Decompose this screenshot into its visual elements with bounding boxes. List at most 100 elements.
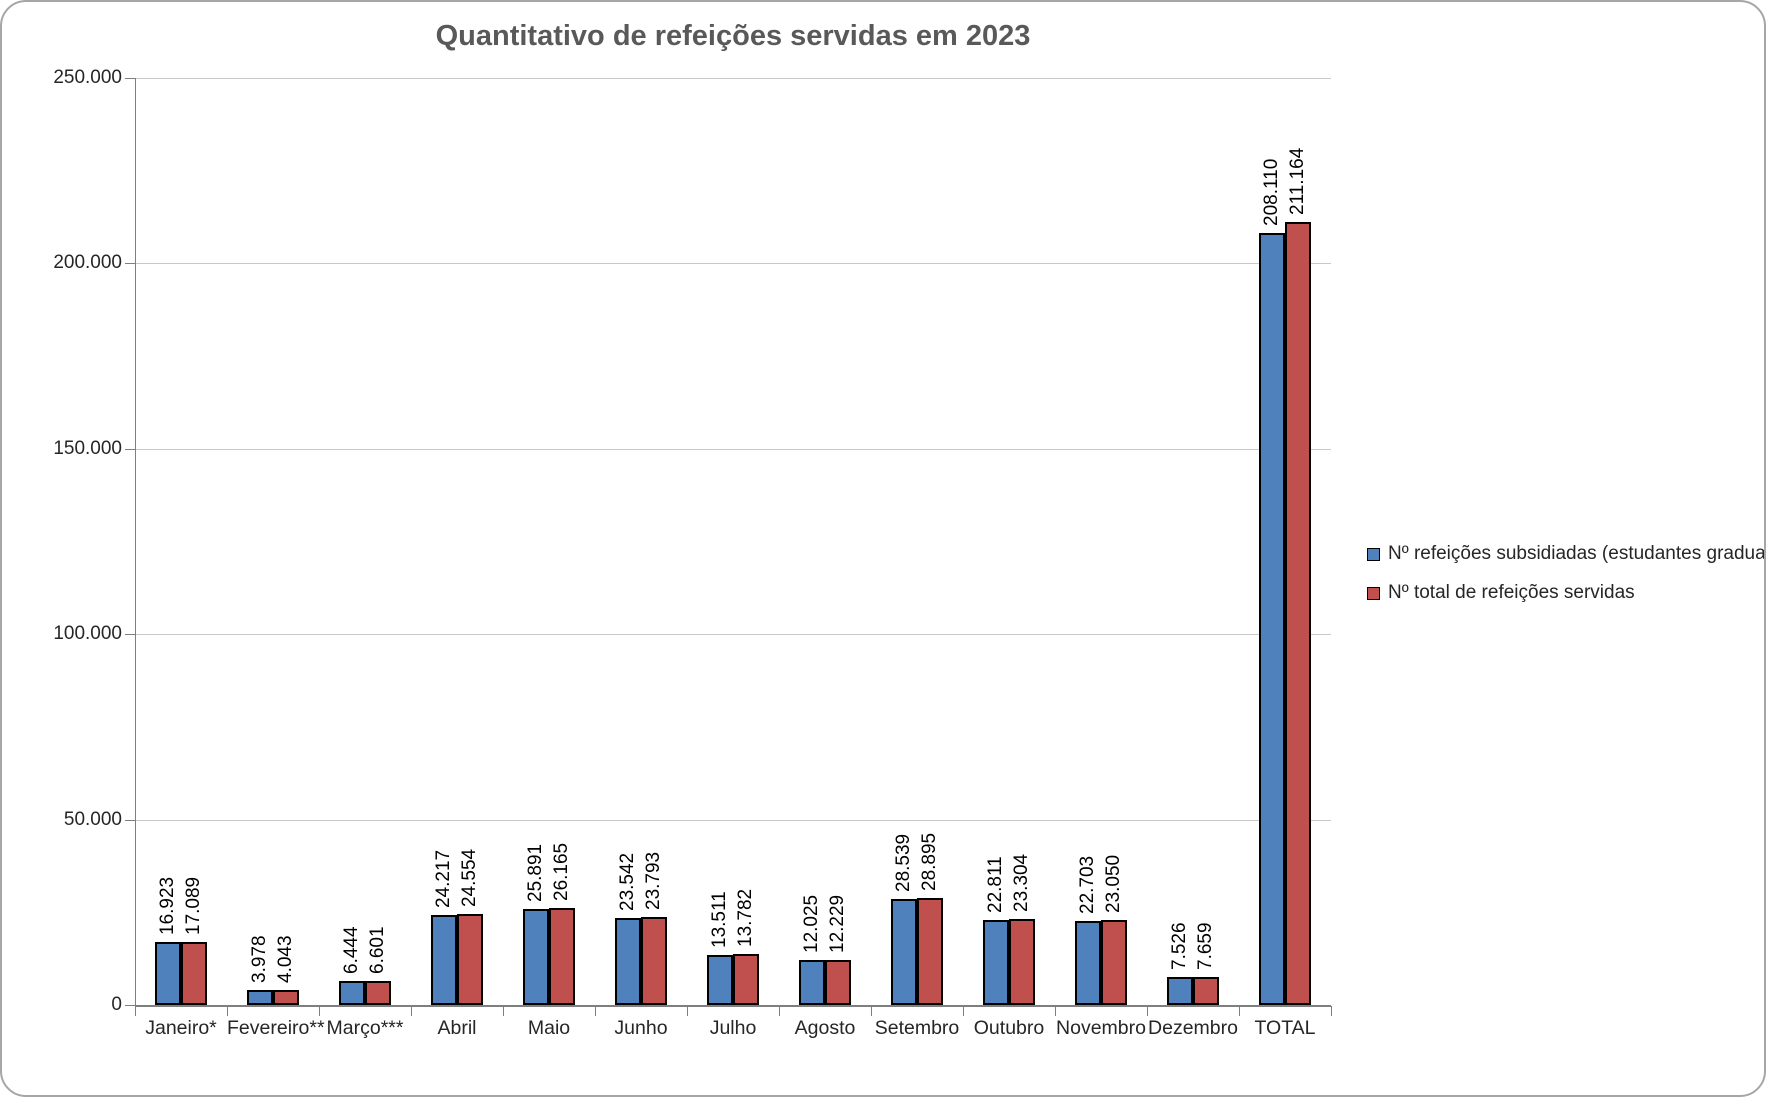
bar-total [641,916,668,1005]
chart-title: Quantitativo de refeições servidas em 20… [435,20,1031,52]
x-axis-tick [503,1006,504,1016]
bar-value-label: 26.165 [551,842,573,901]
bar-subsidiadas [614,917,641,1005]
bar-value-label: 6.444 [340,926,362,975]
bar-subsidiadas [982,920,1009,1005]
y-axis-tick [125,634,135,636]
x-axis-tick [135,1006,136,1016]
x-axis-tick [871,1006,872,1016]
bar-subsidiadas [1074,920,1101,1005]
legend-item: Nº total de refeições servidas [1367,582,1764,604]
category-label: Julho [709,1017,757,1039]
y-tick-label: 250.000 [53,67,122,88]
x-axis-tick [779,1006,780,1016]
category-label: Dezembro [1148,1017,1238,1039]
y-tick-label: 50.000 [63,808,122,830]
x-axis-tick [1331,1006,1332,1016]
x-axis-tick [963,1006,964,1016]
gridline [135,78,1331,79]
bar-subsidiadas [1166,977,1193,1005]
y-axis-tick [125,263,135,265]
x-axis-line [135,1005,1331,1007]
y-axis-tick [125,819,135,821]
bar-subsidiadas [430,915,457,1005]
y-tick-label: 0 [111,994,122,1015]
y-axis-tick [125,448,135,450]
bar-total [181,941,208,1005]
x-axis-tick [595,1006,596,1016]
x-axis-tick [687,1006,688,1016]
gridline [135,263,1331,265]
y-tick-label: 100.000 [53,623,122,645]
bar-total [1101,919,1128,1005]
x-axis-tick [227,1006,228,1016]
bar-value-label: 25.891 [524,843,546,902]
category-label: Abril [437,1017,477,1039]
bar-subsidiadas [890,899,917,1005]
bar-value-label: 23.542 [616,852,638,911]
category-label: Novembro [1056,1017,1146,1039]
gridline [135,819,1331,821]
bar-value-label: 13.782 [735,888,757,947]
category-label: Março*** [326,1017,404,1039]
bar-value-label: 24.217 [432,850,454,909]
bar-value-label: 13.511 [708,891,730,948]
legend: Nº refeições subsidiadas (estudantes gra… [1367,543,1766,621]
bar-value-label: 22.703 [1076,855,1098,914]
bar-subsidiadas [522,909,549,1005]
bar-total [733,953,760,1005]
bar-value-label: 4.043 [275,935,297,984]
legend-label: Nº total de refeições servidas [1388,582,1635,603]
bar-value-label: 7.659 [1195,922,1217,970]
bar-total [365,980,392,1005]
bar-value-label: 3.978 [248,935,270,984]
bar-total [273,990,300,1005]
bar-value-label: 12.025 [800,895,822,954]
x-axis-tick [411,1006,412,1016]
bar-value-label: 12.229 [827,894,849,953]
category-label: TOTAL [1254,1017,1316,1039]
bar-value-label: 28.895 [919,832,941,891]
category-label: Fevereiro** [227,1017,325,1039]
legend-item: Nº refeições subsidiadas (estudantes gra… [1367,543,1766,565]
category-label: Setembro [874,1017,960,1039]
bar-value-label: 22.811 [984,856,1006,914]
bar-value-label: 23.050 [1103,854,1125,913]
x-axis-tick [1239,1006,1240,1016]
category-label: Junho [614,1017,668,1039]
bar-value-label: 24.554 [459,848,481,907]
bar-value-label: 17.089 [183,876,205,935]
bar-total [1193,976,1220,1005]
y-axis-tick [125,78,135,79]
x-axis-tick [1147,1006,1148,1016]
bar-total [917,897,944,1005]
bar-total [1009,918,1036,1005]
y-axis-tick [125,1005,135,1006]
bar-value-label: 7.526 [1168,922,1190,971]
bar-value-label: 23.304 [1011,853,1033,912]
category-label: Outubro [973,1017,1045,1039]
bar-value-label: 23.793 [643,851,665,910]
y-tick-label: 200.000 [53,252,122,274]
bar-subsidiadas [706,954,733,1005]
bar-value-label: 208.110 [1260,159,1282,227]
category-label: Janeiro* [145,1017,217,1039]
bar-subsidiadas [1258,233,1285,1005]
bar-subsidiadas [798,960,825,1005]
bar-value-label: 6.601 [367,925,389,974]
bar-total [549,907,576,1005]
gridline [135,634,1331,636]
legend-swatch-icon [1367,547,1380,561]
x-axis-tick [1055,1006,1056,1016]
bar-value-label: 28.539 [892,834,914,893]
bar-subsidiadas [338,981,365,1005]
legend-label: Nº refeições subsidiadas (estudantes gra… [1388,543,1766,564]
category-label: Agosto [794,1017,856,1039]
bar-total [1285,222,1312,1005]
bar-total [457,913,484,1005]
y-tick-label: 150.000 [53,437,122,459]
bar-value-label: 211.164 [1287,147,1309,216]
x-axis-tick [319,1006,320,1016]
y-axis-line [135,78,136,1006]
